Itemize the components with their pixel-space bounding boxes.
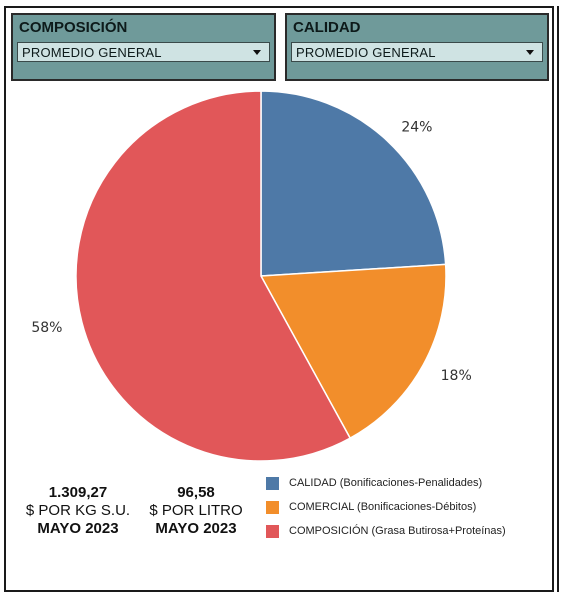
pie-slice-calidad[interactable] <box>260 90 447 277</box>
frame-edge <box>557 6 559 592</box>
pie-label-calidad: 24% <box>401 120 432 136</box>
kpi-period: MAYO 2023 <box>155 520 237 537</box>
kpi-price-per-kg: 1.309,27 $ POR KG S.U. MAYO 2023 <box>18 484 138 538</box>
legend-swatch <box>266 477 279 490</box>
legend-swatch <box>266 525 279 538</box>
kpi-price-per-liter: 96,58 $ POR LITRO MAYO 2023 <box>136 484 256 538</box>
legend-label: CALIDAD (Bonificaciones-Penalidades) <box>289 477 483 489</box>
chevron-down-icon <box>526 50 534 55</box>
composicion-filter-title: COMPOSICIÓN <box>19 19 128 36</box>
calidad-dropdown-value: PROMEDIO GENERAL <box>296 45 436 60</box>
kpi-value: 1.309,27 <box>48 484 108 501</box>
calidad-dropdown[interactable]: PROMEDIO GENERAL <box>291 42 543 62</box>
pie-slice-composicion[interactable] <box>75 90 352 462</box>
legend-label: COMPOSICIÓN (Grasa Butirosa+Proteínas) <box>289 525 506 537</box>
calidad-filter-title: CALIDAD <box>293 19 361 36</box>
dashboard-frame <box>4 6 554 592</box>
pie-slice-comercial[interactable] <box>259 263 447 440</box>
pie-label-composicion: 58% <box>31 320 62 336</box>
composicion-dropdown-value: PROMEDIO GENERAL <box>22 45 162 60</box>
kpi-value: 96,58 <box>177 484 215 501</box>
legend-label: COMERCIAL (Bonificaciones-Débitos) <box>289 501 477 513</box>
composicion-filter-panel: COMPOSICIÓN PROMEDIO GENERAL <box>11 13 276 81</box>
kpi-unit: $ POR KG S.U. <box>25 502 131 519</box>
pie-label-comercial: 18% <box>441 368 472 384</box>
calidad-filter-panel: CALIDAD PROMEDIO GENERAL <box>285 13 549 81</box>
chevron-down-icon <box>253 50 261 55</box>
legend-swatch <box>266 501 279 514</box>
composicion-dropdown[interactable]: PROMEDIO GENERAL <box>17 42 270 62</box>
kpi-period: MAYO 2023 <box>37 520 119 537</box>
kpi-unit: $ POR LITRO <box>149 502 243 519</box>
